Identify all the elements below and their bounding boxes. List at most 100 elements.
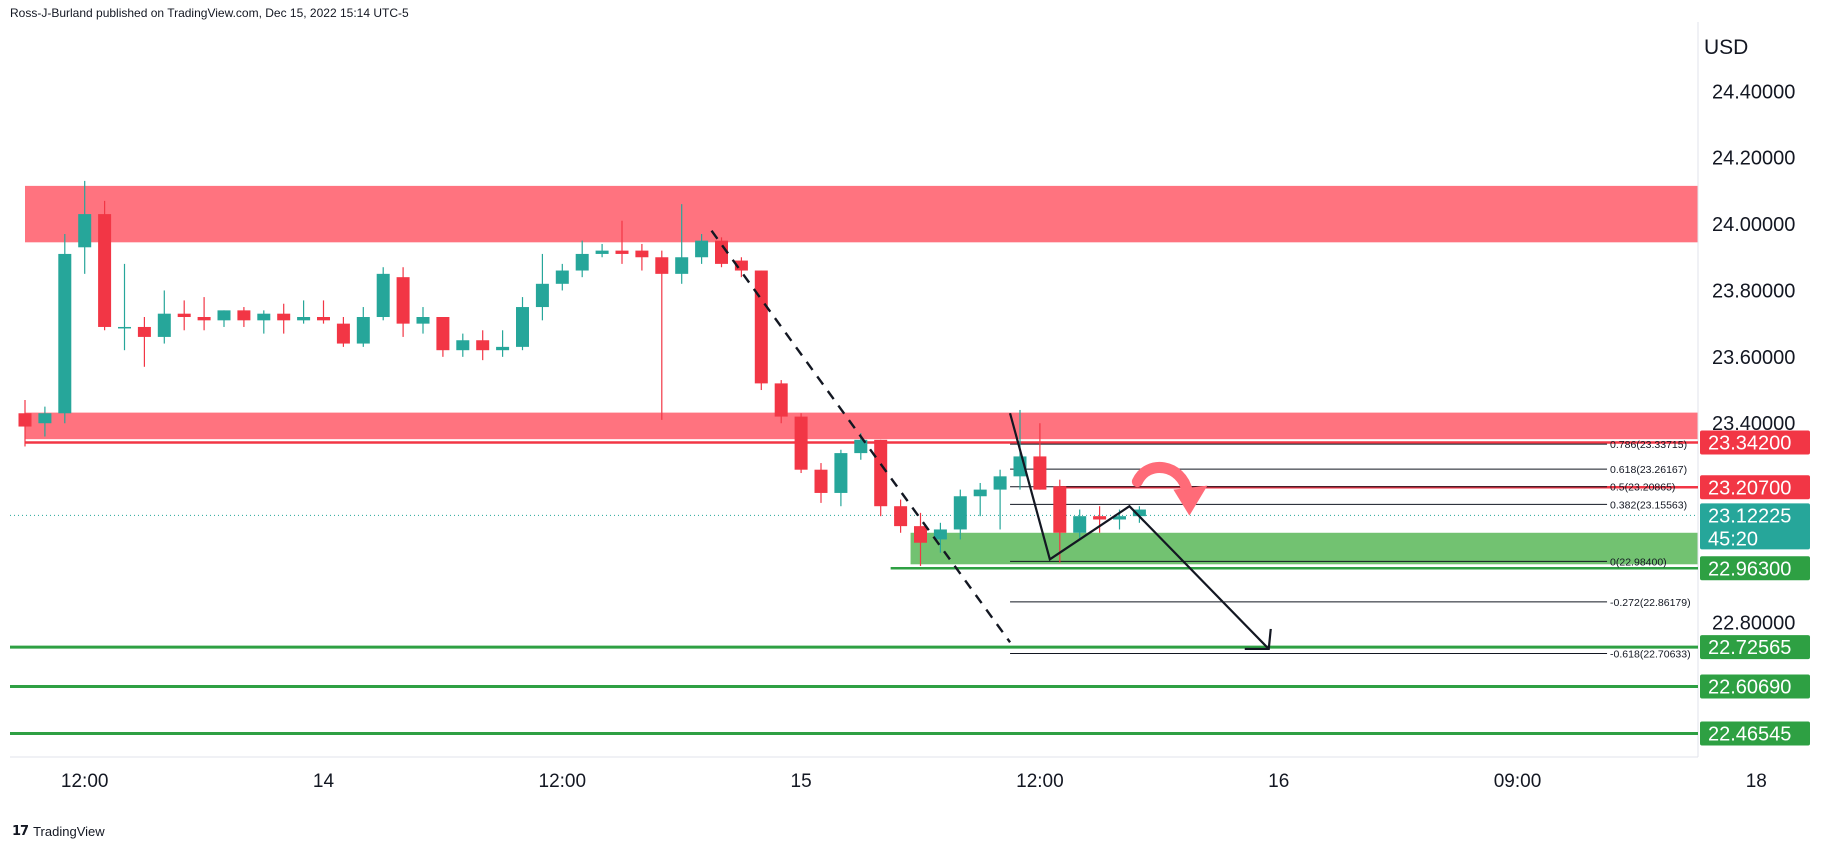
candle-body xyxy=(814,469,828,493)
fib-label: 0.786(23.33715) xyxy=(1610,439,1687,451)
candle[interactable] xyxy=(695,234,709,264)
candle-body xyxy=(496,346,510,351)
candle[interactable] xyxy=(914,512,927,566)
candle[interactable] xyxy=(1132,506,1146,523)
level-price-label-text: 22.72565 xyxy=(1708,637,1791,659)
candle[interactable] xyxy=(774,380,788,424)
candle[interactable] xyxy=(874,439,888,517)
candle[interactable] xyxy=(535,253,549,321)
candle[interactable] xyxy=(973,482,987,517)
candle-body xyxy=(376,273,390,318)
candle[interactable] xyxy=(277,303,291,334)
projection-path xyxy=(1008,412,1270,650)
candle-body xyxy=(1113,516,1126,520)
y-tick-label: 22.80000 xyxy=(1712,612,1795,634)
candle[interactable] xyxy=(814,463,828,503)
candle[interactable] xyxy=(894,499,908,533)
candle[interactable] xyxy=(993,469,1007,530)
level-price-label-text: 22.96300 xyxy=(1708,558,1791,580)
price-chart[interactable]: 0.786(23.33715) 0.618(23.26167) 0.5(23.208… xyxy=(0,0,1824,820)
candle[interactable] xyxy=(317,300,330,324)
candle[interactable] xyxy=(655,250,669,420)
candle-body xyxy=(953,496,967,530)
candle-body xyxy=(177,313,191,318)
candle-body xyxy=(794,416,808,470)
fib-label: 0.618(23.26167) xyxy=(1610,464,1687,476)
x-tick-label: 18 xyxy=(1746,771,1767,792)
price-labels-layer: 23.34200 23.20700 22.96300 22.72565 22.60690… xyxy=(1700,430,1810,746)
candle-body xyxy=(774,383,788,417)
candle[interactable] xyxy=(356,307,370,347)
candle[interactable] xyxy=(675,204,689,284)
candle[interactable] xyxy=(595,243,609,258)
candle[interactable] xyxy=(38,406,52,437)
candle[interactable] xyxy=(137,317,151,367)
candle-body xyxy=(675,257,689,274)
candle[interactable] xyxy=(933,522,947,553)
candle[interactable] xyxy=(98,200,112,331)
candle[interactable] xyxy=(555,263,569,291)
candle[interactable] xyxy=(78,180,92,274)
candle-body xyxy=(197,317,211,321)
candle[interactable] xyxy=(396,267,410,337)
candle[interactable] xyxy=(436,317,450,357)
candle[interactable] xyxy=(953,489,967,540)
candle[interactable] xyxy=(297,300,311,324)
candle-body xyxy=(118,326,131,329)
levels-layer xyxy=(10,441,1698,735)
candle[interactable] xyxy=(416,307,430,334)
footer: 17 TradingView xyxy=(12,824,105,839)
candle[interactable] xyxy=(1053,479,1067,563)
candle[interactable] xyxy=(177,300,191,331)
candle[interactable] xyxy=(58,234,72,424)
candle[interactable] xyxy=(336,317,350,347)
level-price-label-text: 22.60690 xyxy=(1708,676,1791,698)
candle[interactable] xyxy=(257,310,271,334)
candles-layer xyxy=(18,180,1146,566)
candle-body xyxy=(516,307,529,347)
level-price-label-bg xyxy=(1700,430,1810,455)
fib-label: -0.618(22.70633) xyxy=(1610,648,1691,660)
candle-body xyxy=(535,283,549,308)
candle[interactable] xyxy=(237,307,251,327)
y-tick-label: 23.40000 xyxy=(1712,413,1795,435)
last-price-label-text: 23.12225 xyxy=(1708,505,1791,527)
candle[interactable] xyxy=(456,333,470,357)
candle[interactable] xyxy=(635,243,649,271)
resistance-zone-lower xyxy=(25,412,1698,440)
candle[interactable] xyxy=(794,413,808,474)
curved-arrowhead-icon xyxy=(1173,485,1208,516)
candle[interactable] xyxy=(615,220,629,264)
fib-label: -0.272(22.86179) xyxy=(1610,597,1691,609)
candle[interactable] xyxy=(376,267,390,321)
candle-body xyxy=(336,323,350,344)
candle-body xyxy=(98,214,112,327)
x-tick-label: 15 xyxy=(791,771,812,792)
candle-body xyxy=(595,250,609,254)
candle[interactable] xyxy=(1093,506,1107,533)
candle[interactable] xyxy=(834,449,848,507)
candle[interactable] xyxy=(516,297,529,351)
candle[interactable] xyxy=(715,237,728,268)
candle[interactable] xyxy=(496,330,510,357)
candle-body xyxy=(1033,456,1047,490)
candle[interactable] xyxy=(1033,423,1047,490)
candle[interactable] xyxy=(476,330,490,361)
candle[interactable] xyxy=(157,290,171,344)
candle[interactable] xyxy=(754,270,768,391)
candle-body xyxy=(436,317,450,351)
candle[interactable] xyxy=(118,263,131,351)
candle[interactable] xyxy=(217,310,231,327)
level-price-label-bg xyxy=(1700,556,1810,581)
candle[interactable] xyxy=(18,399,32,447)
level-price-label-text: 22.46545 xyxy=(1708,723,1791,745)
candle-body xyxy=(1132,509,1146,517)
x-tick-label: 09:00 xyxy=(1494,771,1542,792)
candle[interactable] xyxy=(734,257,748,278)
candle[interactable] xyxy=(1073,509,1087,540)
candle-body xyxy=(237,310,251,321)
candle[interactable] xyxy=(575,240,589,278)
last-price-label-countdown: 45:20 xyxy=(1708,528,1758,550)
candle-body xyxy=(734,260,748,271)
candle[interactable] xyxy=(197,297,211,331)
